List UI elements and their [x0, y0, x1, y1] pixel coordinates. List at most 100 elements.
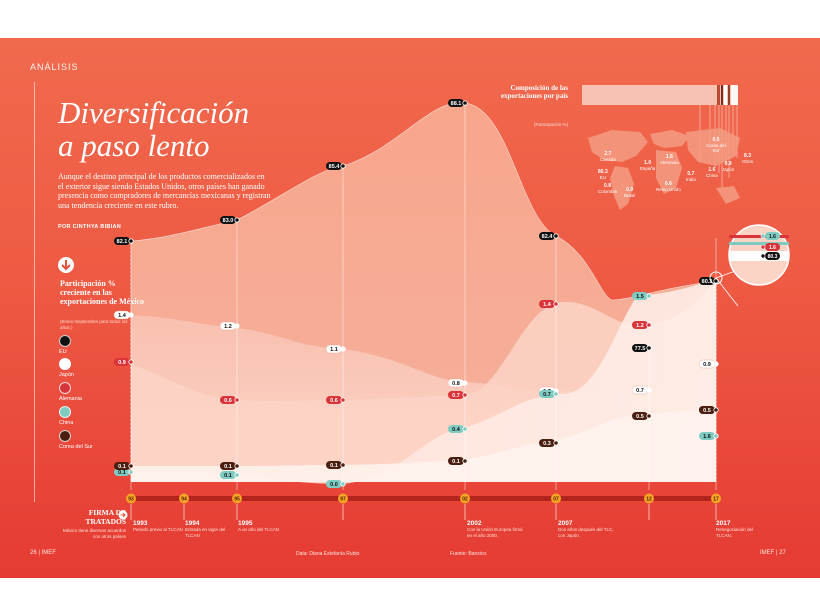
composition-bar [582, 85, 738, 188]
data-label-corea-93: 0.1 [114, 462, 134, 470]
data-label-japon-17: 0.9 [698, 359, 719, 369]
dek-text: Aunque el destino principal de los produ… [58, 172, 271, 210]
data-label-eu-07: 82.4 [539, 232, 559, 240]
timeline-event-1993: 1993 Periodo previo al TLCAN [133, 520, 183, 532]
data-label-eu-17: 80.3 [699, 277, 719, 285]
page-number-right: IMEF | 27 [760, 550, 786, 556]
title-line-2: a paso lento [58, 128, 210, 163]
data-label-japon-93: 1.4 [113, 310, 134, 320]
data-label-china-02: 0.4 [448, 425, 468, 433]
svg-text:0.1: 0.1 [224, 473, 232, 479]
map-label-brasil: 0.9 Brasil [624, 187, 636, 199]
legend-swatch-eu [59, 335, 71, 347]
svg-text:0.9: 0.9 [118, 360, 126, 366]
svg-text:1.6: 1.6 [769, 245, 776, 251]
data-label-alemania-02: 0.7 [448, 391, 468, 399]
data-label-alemania-12: 1.2 [632, 321, 652, 329]
data-label-japon-97: 1.1 [325, 344, 346, 354]
data-label-corea-97: 0.1 [326, 461, 346, 469]
data-label-china-95: 0.1 [220, 471, 240, 479]
series-area-china [131, 278, 716, 484]
legend-title: Participación % creciente en las exporta… [60, 279, 144, 306]
timeline-marker-95: 95 [232, 493, 242, 520]
svg-text:85.4: 85.4 [329, 164, 341, 170]
arrow-down-circle-icon [58, 257, 74, 273]
timeline-marker-17: 17 [711, 493, 721, 520]
legend-item-china: China [59, 406, 129, 426]
map-label-eu: 80.3 EU [598, 169, 608, 181]
svg-text:0.5: 0.5 [636, 414, 644, 420]
svg-text:0.4: 0.4 [452, 427, 461, 433]
svg-text:1.6: 1.6 [769, 234, 776, 240]
legend-swatch-alemania [59, 382, 71, 394]
data-label-corea-02: 0.1 [448, 457, 468, 465]
timeline-event-2017: 2017 Renegociación del TLCAN. [716, 520, 754, 538]
data-label-japon-02: 0.8 [447, 378, 468, 388]
svg-text:0.8: 0.8 [452, 381, 460, 387]
legend-swatch-china [59, 406, 71, 418]
data-label-corea-17: 0.5 [699, 406, 719, 414]
svg-text:0.7: 0.7 [543, 392, 551, 398]
data-label-japon-95: 1.2 [219, 321, 240, 331]
data-label-china-12: 1.5 [632, 292, 652, 300]
map-label-alemania: 1.6 Alemania [660, 154, 679, 166]
svg-text:0.1: 0.1 [330, 463, 338, 469]
world-map [588, 128, 740, 210]
composition-note: (Participación %) [533, 122, 568, 127]
svg-text:1.4: 1.4 [118, 313, 127, 319]
svg-text:82.1: 82.1 [117, 239, 128, 245]
svg-text:0.1: 0.1 [224, 464, 232, 470]
svg-text:0.3: 0.3 [543, 441, 551, 447]
byline: POR CINTHYA BIBIAN [58, 224, 122, 230]
svg-text:80.3: 80.3 [702, 279, 713, 285]
credit-data: Data: Diana Estefanía Rubio [296, 551, 360, 557]
legend-note: (Enero-Septiembre para todos los años ) [60, 319, 128, 330]
data-label-eu-12: 77.5 [632, 344, 652, 352]
svg-text:1.2: 1.2 [636, 323, 644, 329]
composition-title: Composición de las exportaciones por paí… [500, 84, 568, 100]
legend-item-japon: Japón [59, 358, 129, 378]
svg-text:02: 02 [462, 497, 468, 503]
svg-text:17: 17 [713, 497, 719, 503]
timeline-event-1994: 1994 Entrada en vigor del TLCAN [185, 520, 226, 538]
zoom-label-0: 1.6 [760, 232, 780, 240]
data-label-corea-07: 0.3 [539, 439, 559, 447]
map-label-china: 1.6 China [706, 167, 718, 179]
data-label-china-07: 0.7 [539, 390, 559, 398]
data-label-eu-97: 85.4 [326, 162, 346, 170]
timeline-marker-94: 94 [179, 493, 189, 520]
svg-text:0.9: 0.9 [703, 362, 711, 368]
timeline-marker-12: 12 [644, 493, 654, 520]
svg-text:88.1: 88.1 [451, 101, 462, 107]
svg-text:0.1: 0.1 [118, 470, 126, 476]
page-title: Diversificación a paso lento [58, 96, 249, 162]
zoom-label-2: 80.3 [760, 252, 780, 260]
svg-text:0.1: 0.1 [452, 459, 460, 465]
map-label-japon: 0.9 Japón [722, 161, 735, 173]
legend-swatch-corea [59, 430, 71, 442]
svg-text:77.5: 77.5 [635, 346, 646, 352]
vertical-rule [34, 82, 35, 502]
svg-text:1.1: 1.1 [330, 347, 338, 353]
timeline-event-1995: 1995 A un año del TLCAN [238, 520, 279, 532]
data-label-corea-12: 0.5 [632, 412, 652, 420]
map-label-canada: 2.7 Canadá [600, 151, 616, 163]
area-chart: 82.1 83.0 85.4 88.1 82.4 77.5 80.3 1.4 1.2 1.1 0.8… [113, 85, 790, 520]
svg-text:0.7: 0.7 [452, 393, 460, 399]
map-label-india: 0.7 India [686, 171, 696, 183]
timeline-marker-93: 93 [126, 493, 136, 520]
svg-text:1.6: 1.6 [703, 434, 711, 440]
data-label-alemania-95: 0.6 [220, 396, 240, 404]
svg-text:07: 07 [553, 497, 559, 503]
svg-text:80.3: 80.3 [768, 254, 778, 260]
timeline-title: FIRMA DE TRATADOS [85, 508, 126, 526]
zoom-label-1: 1.6 [760, 243, 780, 251]
data-label-eu-93: 82.1 [114, 237, 134, 245]
svg-text:0.5: 0.5 [703, 408, 711, 414]
data-label-eu-02: 88.1 [448, 99, 468, 107]
data-label-china-97: 0.0 [326, 480, 346, 488]
svg-text:93: 93 [128, 497, 134, 503]
map-label-reino-unido: 0.6 Reino Unido [656, 181, 681, 193]
timeline-bar [131, 496, 716, 501]
page-number-left: 26 | IMEF [30, 550, 56, 556]
